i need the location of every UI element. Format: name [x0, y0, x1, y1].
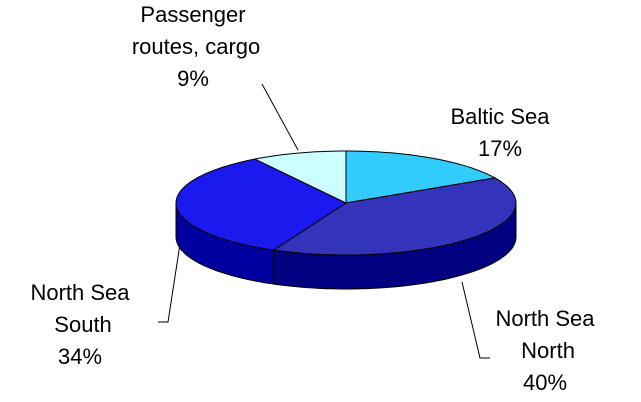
category-label: North Sea North — [495, 306, 595, 363]
value-label: 34% — [58, 344, 102, 369]
leader-line — [158, 243, 181, 323]
label-line: South — [48, 312, 112, 337]
label-line: North — [515, 338, 575, 363]
label-line: Baltic Sea — [450, 104, 550, 129]
slice — [345, 150, 497, 204]
label-line: North Sea — [30, 280, 130, 305]
slice-top — [345, 150, 497, 204]
slice-top — [253, 150, 347, 204]
leader-line — [461, 281, 490, 359]
slice — [175, 158, 348, 285]
category-label: Baltic Sea — [450, 104, 550, 129]
leader-line — [261, 83, 299, 151]
label-line: routes, cargo — [126, 34, 261, 59]
label-line: North Sea — [495, 306, 595, 331]
slice — [272, 177, 517, 290]
value-label: 17% — [478, 136, 522, 161]
slice — [253, 150, 347, 204]
category-label: North Sea South — [30, 280, 130, 337]
value-label: 9% — [177, 66, 209, 91]
value-label: 40% — [523, 370, 567, 395]
slice-top — [272, 177, 517, 256]
category-label: Passenger routes, cargo — [126, 2, 261, 59]
label-line: Passenger — [140, 2, 245, 27]
slice-top — [175, 158, 348, 251]
